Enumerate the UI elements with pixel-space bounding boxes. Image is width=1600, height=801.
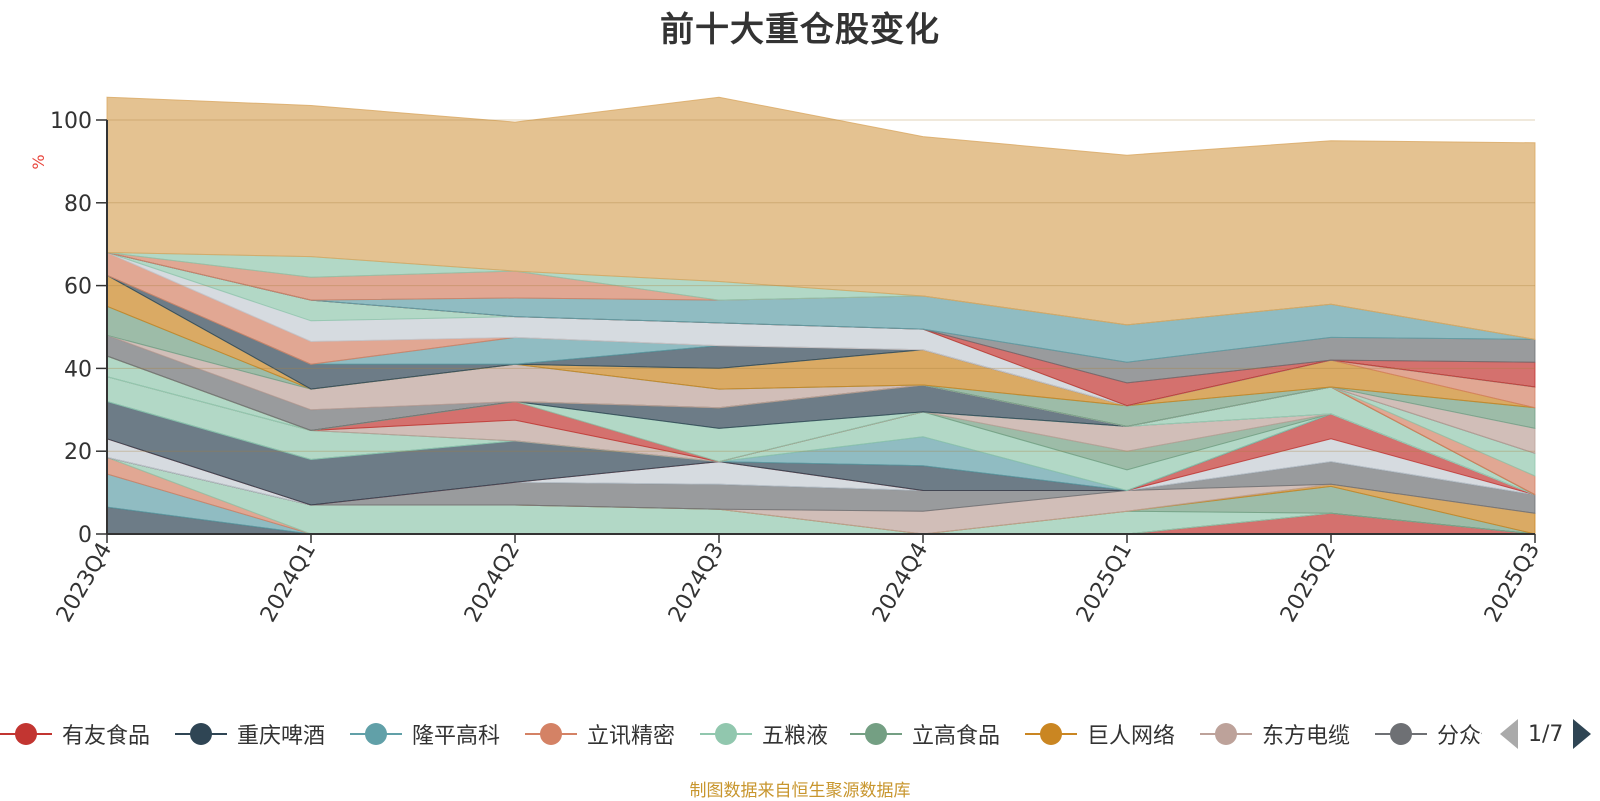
legend-label: 东方电缆	[1262, 724, 1351, 749]
x-tick-label: 2024Q1	[256, 539, 321, 627]
legend-item[interactable]: 巨人网络	[1025, 712, 1175, 756]
x-tick-label: 2025Q1	[1072, 539, 1137, 627]
x-tick-label: 2023Q4	[52, 539, 117, 627]
legend-prev-page-icon[interactable]	[1500, 719, 1518, 749]
x-tick-label: 2025Q3	[1480, 539, 1545, 627]
legend-marker-icon	[1375, 722, 1427, 746]
legend-item[interactable]: 隆平高科	[350, 712, 500, 756]
x-tick-label: 2025Q2	[1276, 539, 1341, 627]
legend-item[interactable]: 立讯精密	[525, 712, 675, 756]
legend-item[interactable]: 分众传媒	[1375, 712, 1482, 756]
legend-label: 五粮液	[762, 724, 829, 749]
legend-marker-icon	[525, 722, 577, 746]
legend-page-indicator: 1/7	[1528, 721, 1564, 747]
y-tick-label: 80	[64, 192, 92, 217]
legend-viewport: 有友食品 重庆啤酒 隆平高科 立讯精密 五粮液 立高食品 巨人网络 东方电缆 分众传媒	[0, 712, 1482, 756]
x-tick-label: 2024Q2	[460, 539, 525, 627]
legend-label: 有友食品	[62, 724, 151, 749]
y-tick-label: 60	[64, 275, 92, 300]
y-tick-label: 20	[64, 440, 92, 465]
legend-marker-icon	[0, 722, 52, 746]
y-tick-label: 40	[64, 357, 92, 382]
y-tick-label: 0	[78, 523, 92, 548]
legend-label: 分众传媒	[1437, 724, 1482, 749]
legend-item[interactable]: 重庆啤酒	[175, 712, 325, 756]
legend-marker-icon	[1025, 722, 1077, 746]
legend-marker-icon	[350, 722, 402, 746]
legend-label: 立高食品	[912, 724, 1001, 749]
legend-label: 重庆啤酒	[237, 724, 326, 749]
legend-marker-icon	[1200, 722, 1252, 746]
legend-marker-icon	[850, 722, 902, 746]
source-note: 制图数据来自恒生聚源数据库	[689, 781, 911, 801]
legend: 有友食品 重庆啤酒 隆平高科 立讯精密 五粮液 立高食品 巨人网络 东方电缆 分众传媒	[0, 712, 1600, 756]
legend-marker-icon	[175, 722, 227, 746]
legend-label: 巨人网络	[1087, 724, 1176, 749]
legend-label: 立讯精密	[587, 724, 676, 749]
area-series-43: 其他	[106, 96, 1536, 340]
legend-item[interactable]: 立高食品	[850, 712, 1000, 756]
legend-pager: 1/7	[1500, 714, 1600, 754]
legend-item[interactable]: 有友食品	[0, 712, 150, 756]
y-axis-unit-label: %	[29, 154, 48, 169]
legend-marker-icon	[700, 722, 752, 746]
legend-item[interactable]: 五粮液	[700, 712, 828, 756]
x-tick-label: 2024Q3	[664, 539, 729, 627]
legend-next-page-icon[interactable]	[1573, 719, 1592, 749]
legend-item[interactable]: 东方电缆	[1200, 712, 1350, 756]
legend-label: 隆平高科	[412, 724, 501, 749]
y-tick-label: 100	[50, 109, 92, 134]
x-tick-label: 2024Q4	[868, 539, 933, 627]
chart-plot: 有友食品重庆啤酒隆平高科立讯精密五粮液立高食品巨人网络东方电缆分众传媒贵州茅台海…	[29, 96, 1545, 627]
chart-title: 前十大重仓股变化	[660, 10, 940, 50]
